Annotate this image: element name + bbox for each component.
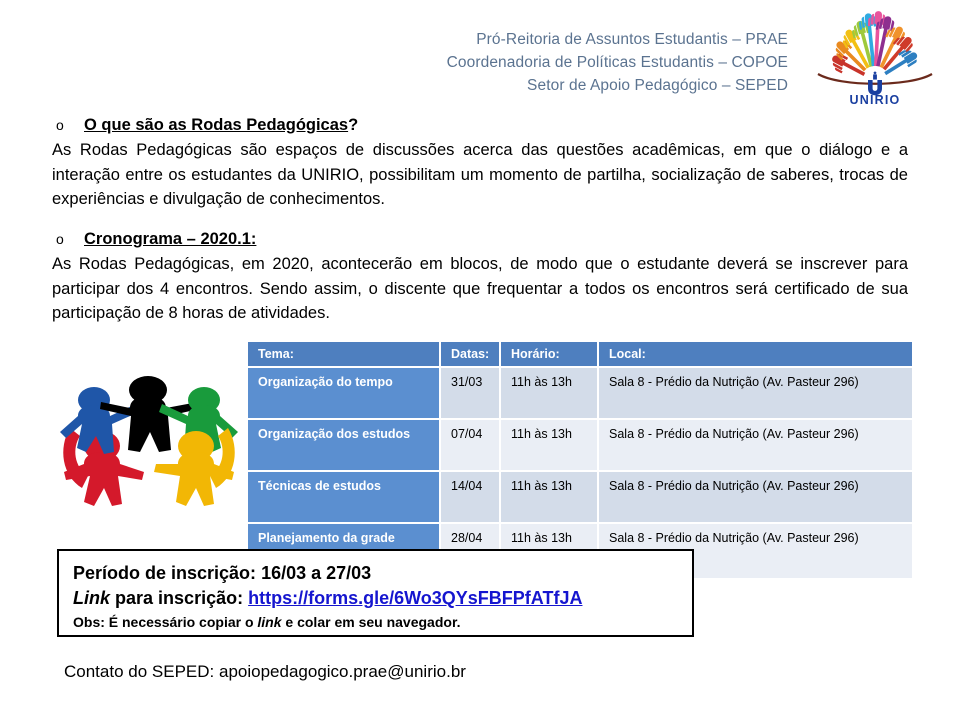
cell-tema: Organização dos estudos (248, 418, 441, 471)
logo-u-monogram-icon (868, 71, 882, 96)
section-2-paragraph: As Rodas Pedagógicas, em 2020, acontecer… (52, 255, 908, 322)
cell-tema: Técnicas de estudos (248, 470, 441, 523)
column-header-tema: Tema: (248, 342, 441, 367)
bullet-icon: o (56, 231, 64, 247)
column-header-datas: Datas: (440, 342, 501, 367)
registration-note-prefix: Obs: É necessário copiar o (73, 614, 254, 630)
cell-tema: Organização do tempo (248, 366, 441, 419)
schedule-table: Tema: Datas: Horário: Local: Organização… (248, 342, 912, 578)
logo-hands-icon (832, 11, 918, 76)
registration-period-value: 16/03 a 27/03 (261, 563, 372, 583)
section-1-heading-line: o O que são as Rodas Pedagógicas? (52, 114, 908, 136)
contact-line: Contato do SEPED: apoiopedagogico.prae@u… (64, 660, 466, 684)
section-what-are-rodas: o O que são as Rodas Pedagógicas? As Rod… (52, 114, 908, 212)
header-line-copoe: Coordenadoria de Políticas Estudantis – … (446, 54, 788, 71)
registration-note-suffix: e colar em seu navegador. (285, 614, 461, 630)
cell-local: Sala 8 - Prédio da Nutrição (Av. Pasteur… (598, 418, 912, 471)
logo-arc-icon (817, 73, 933, 85)
cell-local: Sala 8 - Prédio da Nutrição (Av. Pasteur… (598, 470, 912, 523)
section-2-heading-line: o Cronograma – 2020.1: (52, 228, 908, 250)
registration-note-italic: link (257, 614, 282, 630)
institution-header-text: Pró-Reitoria de Assuntos Estudantis – PR… (447, 28, 788, 97)
table-row: Técnicas de estudos 14/04 11h às 13h Sal… (248, 470, 912, 523)
registration-period-label: Período de inscrição: (73, 563, 257, 583)
cell-horario: 11h às 13h (500, 366, 599, 419)
header-line-seped: Setor de Apoio Pedagógico – SEPED (527, 77, 788, 94)
column-header-local: Local: (598, 342, 912, 367)
registration-link-url[interactable]: https://forms.gle/6Wo3QYsFBFPfATfJA (248, 588, 583, 608)
section-1-heading-tail: ? (348, 116, 359, 134)
page-header: Pró-Reitoria de Assuntos Estudantis – PR… (0, 0, 960, 112)
registration-box: Período de inscrição: 16/03 a 27/03 Link… (57, 549, 694, 637)
unirio-logo: UNIRIO (817, 11, 933, 106)
cell-data: 31/03 (440, 366, 501, 419)
section-2-heading: Cronograma – 2020.1: (84, 230, 256, 248)
cell-local: Sala 8 - Prédio da Nutrição (Av. Pasteur… (598, 366, 912, 419)
section-1-heading: O que são as Rodas Pedagógicas? (84, 116, 358, 134)
cell-data: 14/04 (440, 470, 501, 523)
registration-link-label-italic: Link (73, 588, 111, 608)
registration-link-line: Link para inscrição: https://forms.gle/6… (73, 586, 692, 611)
section-1-paragraph: As Rodas Pedagógicas são espaços de disc… (52, 141, 908, 208)
header-line-prae: Pró-Reitoria de Assuntos Estudantis – PR… (476, 31, 788, 48)
registration-period-line: Período de inscrição: 16/03 a 27/03 (73, 561, 692, 586)
person-figure-yellow (154, 428, 235, 506)
bullet-icon: o (56, 117, 64, 133)
circle-of-people-graphic (60, 376, 238, 506)
column-header-horario: Horário: (500, 342, 599, 367)
registration-note: Obs: É necessário copiar o link e colar … (73, 612, 692, 632)
section-cronograma: o Cronograma – 2020.1: As Rodas Pedagógi… (52, 228, 908, 326)
cell-horario: 11h às 13h (500, 418, 599, 471)
contact-email[interactable]: apoiopedagogico.prae@unirio.br (219, 662, 466, 681)
table-row: Organização do tempo 31/03 11h às 13h Sa… (248, 366, 912, 419)
cell-data: 07/04 (440, 418, 501, 471)
table-header-row: Tema: Datas: Horário: Local: (248, 342, 912, 367)
cell-horario: 11h às 13h (500, 470, 599, 523)
section-2-heading-underlined: Cronograma – 2020.1: (84, 230, 257, 248)
person-figure-green (159, 387, 238, 454)
logo-wordmark: UNIRIO (850, 93, 901, 106)
registration-link-label-rest: para inscrição: (115, 588, 244, 608)
contact-label: Contato do SEPED: (64, 662, 215, 681)
table-row: Organização dos estudos 07/04 11h às 13h… (248, 418, 912, 471)
section-1-heading-underlined: O que são as Rodas Pedagógicas (84, 116, 349, 134)
